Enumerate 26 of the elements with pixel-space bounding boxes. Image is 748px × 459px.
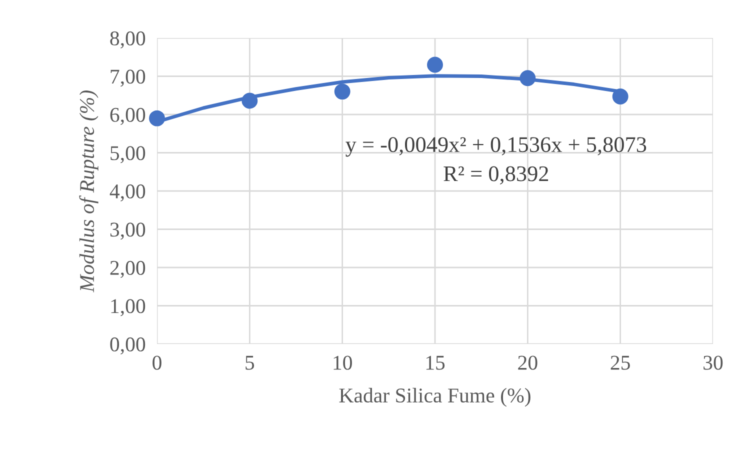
x-tick-label: 0 [152,356,162,370]
point [520,70,536,86]
y-tick-label: 8,00 [110,31,146,48]
x-tick-label: 15 [426,356,445,370]
y-tick-label: 2,00 [110,260,146,278]
y-tick-label: 1,00 [111,299,146,316]
x-axis-title: Kadar Silica Fume (%) [339,388,530,407]
y-tick-label: 4,00 [110,184,146,202]
y-tick-label: 5,00 [110,146,146,164]
x-tick-label: 5 [246,356,254,370]
x-tick-label: 30 [704,356,723,370]
y-tick-label: 0,00 [110,337,146,354]
point [334,84,350,100]
x-tick-label: 25 [610,356,630,370]
y-tick-label: 6,00 [110,108,146,125]
y-tick-label: 7,00 [110,70,146,87]
x-tick-label: 10 [334,356,352,370]
point [242,92,258,109]
y-tick-label: 3,00 [110,222,146,240]
y-axis-title: Modulus of Rupture (%) [79,90,98,292]
point [427,56,443,73]
annotation: R² = 0,8392 [444,166,548,184]
point [612,88,628,104]
annotation: y = -0,0049x² + 0,1536x + 5,8073 [346,137,646,157]
x-tick-label: 20 [518,356,538,370]
point [149,110,165,126]
